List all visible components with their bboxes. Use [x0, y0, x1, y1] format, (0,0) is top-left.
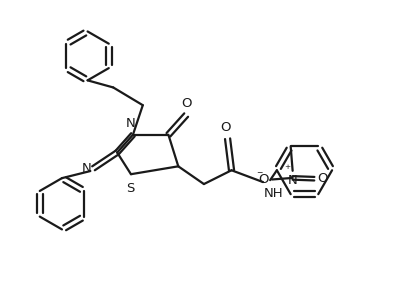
- Text: N: N: [126, 117, 135, 130]
- Text: O: O: [318, 172, 328, 185]
- Text: NH: NH: [264, 187, 284, 200]
- Text: O: O: [259, 173, 269, 186]
- Text: $^-$: $^-$: [255, 170, 264, 181]
- Text: O: O: [220, 121, 231, 134]
- Text: O: O: [182, 97, 192, 110]
- Text: N: N: [288, 174, 297, 187]
- Text: N: N: [82, 162, 91, 175]
- Text: $^+$: $^+$: [283, 164, 292, 174]
- Text: S: S: [126, 182, 134, 195]
